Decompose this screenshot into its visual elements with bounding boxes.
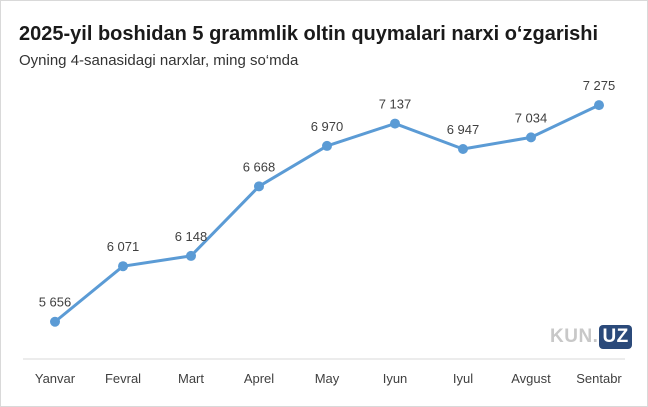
data-point-fevral	[118, 261, 128, 272]
x-tick-labels: Yanvar Fevral Mart Aprel May Iyun Iyul Avgust Se…	[35, 371, 623, 386]
data-point-yanvar	[50, 316, 60, 327]
data-point-sentabr	[594, 100, 604, 111]
x-tick-avgust: Avgust	[511, 371, 551, 386]
data-point-mart	[186, 250, 196, 261]
x-tick-fevral: Fevral	[105, 371, 141, 386]
chart-title: 2025-yil boshidan 5 grammlik oltin quyma…	[19, 23, 599, 45]
data-label-fevral: 6 071	[107, 239, 140, 254]
series-line	[53, 103, 601, 324]
x-tick-mart: Mart	[178, 371, 204, 386]
x-tick-yanvar: Yanvar	[35, 371, 76, 386]
data-points	[50, 100, 604, 327]
data-label-yanvar: 5 656	[39, 295, 72, 310]
x-tick-aprel: Aprel	[244, 371, 274, 386]
x-tick-may: May	[315, 371, 340, 386]
data-label-may: 6 970	[311, 119, 344, 134]
data-labels: 5 656 6 071 6 148 6 668 6 970 7 137 6 947 7 034…	[39, 78, 616, 310]
data-point-iyun	[390, 118, 400, 129]
x-tick-iyun: Iyun	[383, 371, 408, 386]
chart-subtitle: Oyning 4-sanasidagi narxlar, ming so‘mda	[19, 52, 299, 69]
data-point-iyul	[458, 143, 468, 154]
x-tick-iyul: Iyul	[453, 371, 473, 386]
data-point-aprel	[254, 181, 264, 192]
data-label-sentabr: 7 275	[583, 78, 616, 93]
logo-text-uz: UZ	[599, 325, 632, 349]
data-label-iyun: 7 137	[379, 97, 412, 112]
x-tick-sentabr: Sentabr	[576, 371, 622, 386]
data-point-may	[322, 140, 332, 151]
data-label-iyul: 6 947	[447, 122, 480, 137]
data-label-mart: 6 148	[175, 229, 208, 244]
data-label-avgust: 7 034	[515, 110, 548, 125]
data-point-avgust	[526, 132, 536, 143]
data-label-aprel: 6 668	[243, 159, 276, 174]
kun-uz-logo: KUN. UZ	[550, 325, 632, 349]
logo-text-kun: KUN.	[550, 326, 599, 347]
